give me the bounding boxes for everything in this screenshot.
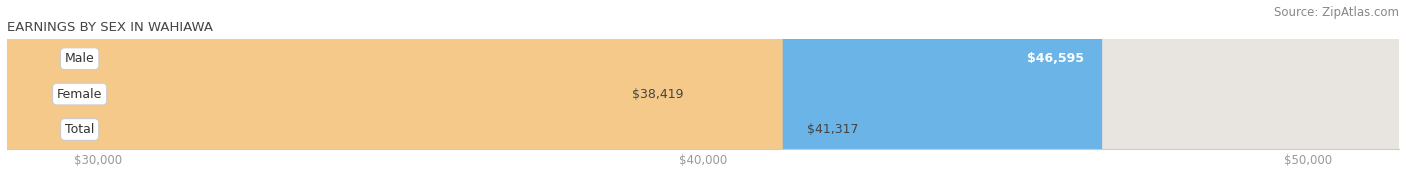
Text: $41,317: $41,317 <box>807 123 859 136</box>
FancyBboxPatch shape <box>7 0 1399 196</box>
Text: Female: Female <box>58 88 103 101</box>
Text: $46,595: $46,595 <box>1026 52 1084 65</box>
Text: $38,419: $38,419 <box>631 88 683 101</box>
FancyBboxPatch shape <box>7 0 1102 196</box>
Text: Source: ZipAtlas.com: Source: ZipAtlas.com <box>1274 6 1399 19</box>
FancyBboxPatch shape <box>7 0 607 196</box>
Text: Total: Total <box>65 123 94 136</box>
Text: EARNINGS BY SEX IN WAHIAWA: EARNINGS BY SEX IN WAHIAWA <box>7 21 214 34</box>
FancyBboxPatch shape <box>7 0 1399 196</box>
FancyBboxPatch shape <box>7 0 783 196</box>
Text: Male: Male <box>65 52 94 65</box>
FancyBboxPatch shape <box>7 0 1399 196</box>
